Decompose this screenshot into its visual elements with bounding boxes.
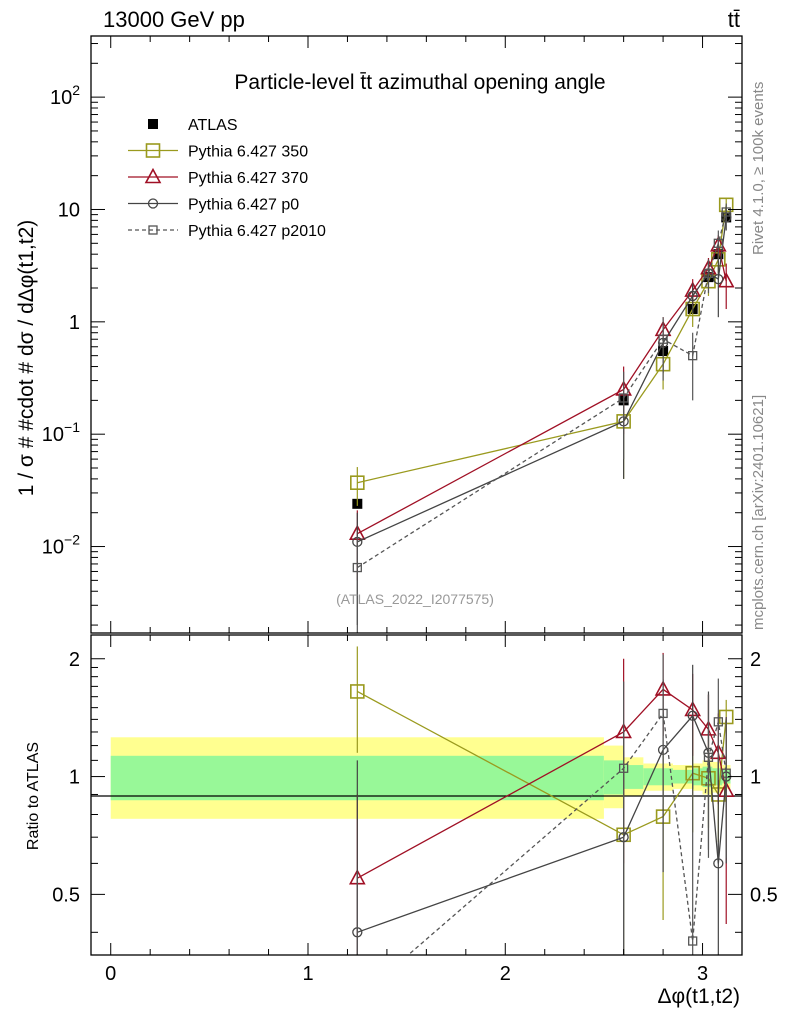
y-tick-label: 10−1: [42, 419, 80, 446]
ratio-tick-label-right: 2: [750, 649, 761, 671]
legend-label-atlas: ATLAS: [188, 117, 238, 134]
pythia-6-427-370-line: [357, 243, 727, 535]
pythia-6-427-p2010-ratio-point: [618, 763, 629, 773]
legend-marker-pythia-6-427-350: [145, 143, 161, 158]
header-energy-label: 13000 GeV pp: [103, 7, 245, 32]
pythia-6-427-p0-ratio-point: [713, 858, 724, 869]
ratio-tick-label-right: 0.5: [750, 884, 778, 906]
legend-marker-pythia-6-427-p2010: [148, 225, 158, 235]
pythia-6-427-p2010-ratio-point: [713, 717, 723, 727]
pythia-6-427-p0-ratio-point: [687, 710, 698, 721]
green-band-segment: [692, 768, 703, 786]
pythia-6-427-p2010-point: [721, 207, 731, 217]
y-tick-label: 10: [58, 199, 80, 221]
green-band-segment: [643, 768, 673, 786]
ratio-tick-label: 1: [69, 767, 80, 789]
legend-label-pythia-6-427-p2010: Pythia 6.427 p2010: [188, 223, 326, 240]
rivet-version-label: Rivet 4.1.0, ≥ 100k events: [750, 82, 767, 255]
pythia-6-427-p2010-point: [352, 562, 362, 573]
ratio-plot-frame: [90, 634, 743, 956]
green-band-segment: [712, 768, 723, 786]
pythia-6-427-p2010-ratio-point: [353, 995, 361, 1003]
chart-title: Particle-level t̄t azimuthal opening ang…: [234, 71, 605, 94]
pythia-6-427-p2010-ratio-point: [658, 708, 668, 719]
pythia-6-427-p0-point: [713, 273, 724, 285]
analysis-watermark: (ATLAS_2022_I2077575): [336, 591, 494, 607]
x-tick-label: 0: [105, 963, 116, 985]
ratio-tick-label: 0.5: [52, 884, 80, 906]
legend-label-pythia-6-427-p0: Pythia 6.427 p0: [188, 197, 299, 214]
pythia-6-427-p2010-point: [713, 238, 723, 248]
ratio-tick-label-right: 1: [750, 767, 761, 789]
legend-label-pythia-6-427-350: Pythia 6.427 350: [188, 144, 308, 161]
ratio-y-axis-label: Ratio to ATLAS: [25, 742, 42, 850]
legend-marker-atlas: [148, 119, 158, 129]
x-axis-label: Δφ(t1,t2): [658, 985, 741, 1008]
legend-marker-pythia-6-427-p0: [147, 198, 159, 209]
pythia-6-427-p2010-ratio-point: [721, 768, 731, 778]
pythia-6-427-p2010-line: [356, 211, 727, 569]
mcplots-source-label: mcplots.cern.ch [arXiv:2401.10621]: [750, 395, 767, 630]
pythia-6-427-350-ratio-point: [350, 684, 365, 699]
pythia-6-427-p2010-point: [618, 393, 629, 403]
legend-label-pythia-6-427-370: Pythia 6.427 370: [188, 170, 308, 187]
pythia-6-427-p0-line: [357, 217, 727, 543]
pythia-6-427-p2010-point: [688, 351, 698, 361]
x-tick-label: 3: [697, 963, 708, 985]
x-tick-label: 1: [302, 963, 313, 985]
legend: ATLAS Pythia 6.427 350 Pythia 6.427 370 Pyt…: [128, 117, 326, 240]
green-band-segment: [702, 766, 713, 788]
pythia-6-427-350-point: [350, 475, 365, 490]
pythia-6-427-p2010-ratio-point: [703, 752, 714, 762]
pythia-6-427-p2010-ratio-point: [688, 936, 698, 946]
y-tick-label: 102: [50, 82, 80, 109]
ratio-tick-label: 2: [69, 649, 80, 671]
y-tick-label: 10−2: [42, 532, 80, 559]
y-axis-label: 1 / σ # #cdot # dσ / dΔφ(t1,t2): [15, 220, 38, 497]
header-process-label: tt̄: [728, 7, 740, 32]
y-tick-label: 1: [69, 312, 80, 334]
pythia-6-427-p2010-point: [658, 334, 668, 344]
x-tick-label: 2: [500, 963, 511, 985]
pythia-6-427-p0-point: [687, 290, 698, 302]
pythia-6-427-p2010-point: [703, 268, 714, 279]
legend-marker-pythia-6-427-370: [144, 167, 162, 184]
green-band-segment: [623, 765, 644, 789]
main-plot-frame: [90, 35, 743, 634]
